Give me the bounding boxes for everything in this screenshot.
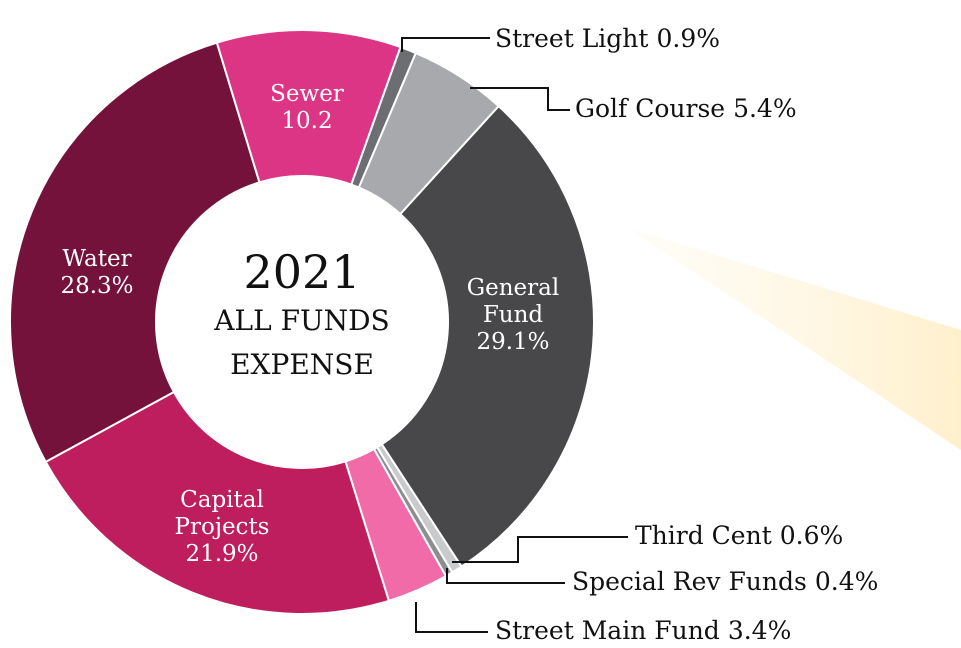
inside-label-box: General Fund 29.1% [438, 255, 588, 375]
slice [380, 104, 595, 568]
slice [44, 390, 391, 615]
outside-label: Street Main Fund 3.4% [495, 616, 791, 645]
slice-name: General Fund [466, 274, 560, 328]
inside-label-box: Capital Projects 21.9% [142, 467, 302, 587]
leader-line [446, 568, 565, 584]
slice-name: Street Main Fund [495, 616, 720, 645]
decor-beam [628, 228, 961, 450]
slice-name: Street Light [495, 24, 648, 53]
slice-value: 29.1% [476, 328, 550, 355]
outside-label: Street Light 0.9% [495, 24, 720, 53]
slice-value: 0.6% [780, 521, 844, 550]
leader-line [470, 87, 570, 111]
slice-value: 10.2 [281, 108, 333, 134]
slice-value: 21.9% [185, 540, 259, 567]
slice-name: Sewer [270, 81, 344, 107]
slices [9, 29, 595, 615]
slice-value: 28.3% [60, 273, 134, 299]
leader-line [452, 536, 628, 563]
center-text: 2021 ALL FUNDS EXPENSE [214, 245, 390, 381]
slice-value: 5.4% [733, 94, 797, 123]
slice [215, 29, 402, 186]
outside-label: Special Rev Funds 0.4% [572, 567, 878, 596]
slice-name: Special Rev Funds [572, 567, 807, 596]
slice-name: Golf Course [575, 94, 725, 123]
outside-label: Golf Course 5.4% [575, 94, 797, 123]
slice-value: 0.4% [815, 567, 879, 596]
inside-label-box: Sewer 10.2 [247, 48, 367, 168]
slice-name: Water [62, 246, 132, 272]
leader-line [401, 37, 490, 52]
leader-line [415, 602, 488, 633]
chart-title: 2021 [243, 245, 361, 299]
outside-label: Third Cent 0.6% [635, 521, 843, 550]
inside-label-box: Water 28.3% [32, 213, 162, 333]
slice-value: 3.4% [728, 616, 792, 645]
slice [9, 41, 261, 464]
labels: Street Light 0.9% Golf Course 5.4% General F… [32, 24, 878, 645]
slice-name: Third Cent [635, 521, 772, 550]
chart-subtitle: ALL FUNDS EXPENSE [214, 304, 390, 381]
slice-value: 0.9% [656, 24, 720, 53]
slice-name: Capital Projects [174, 486, 270, 540]
